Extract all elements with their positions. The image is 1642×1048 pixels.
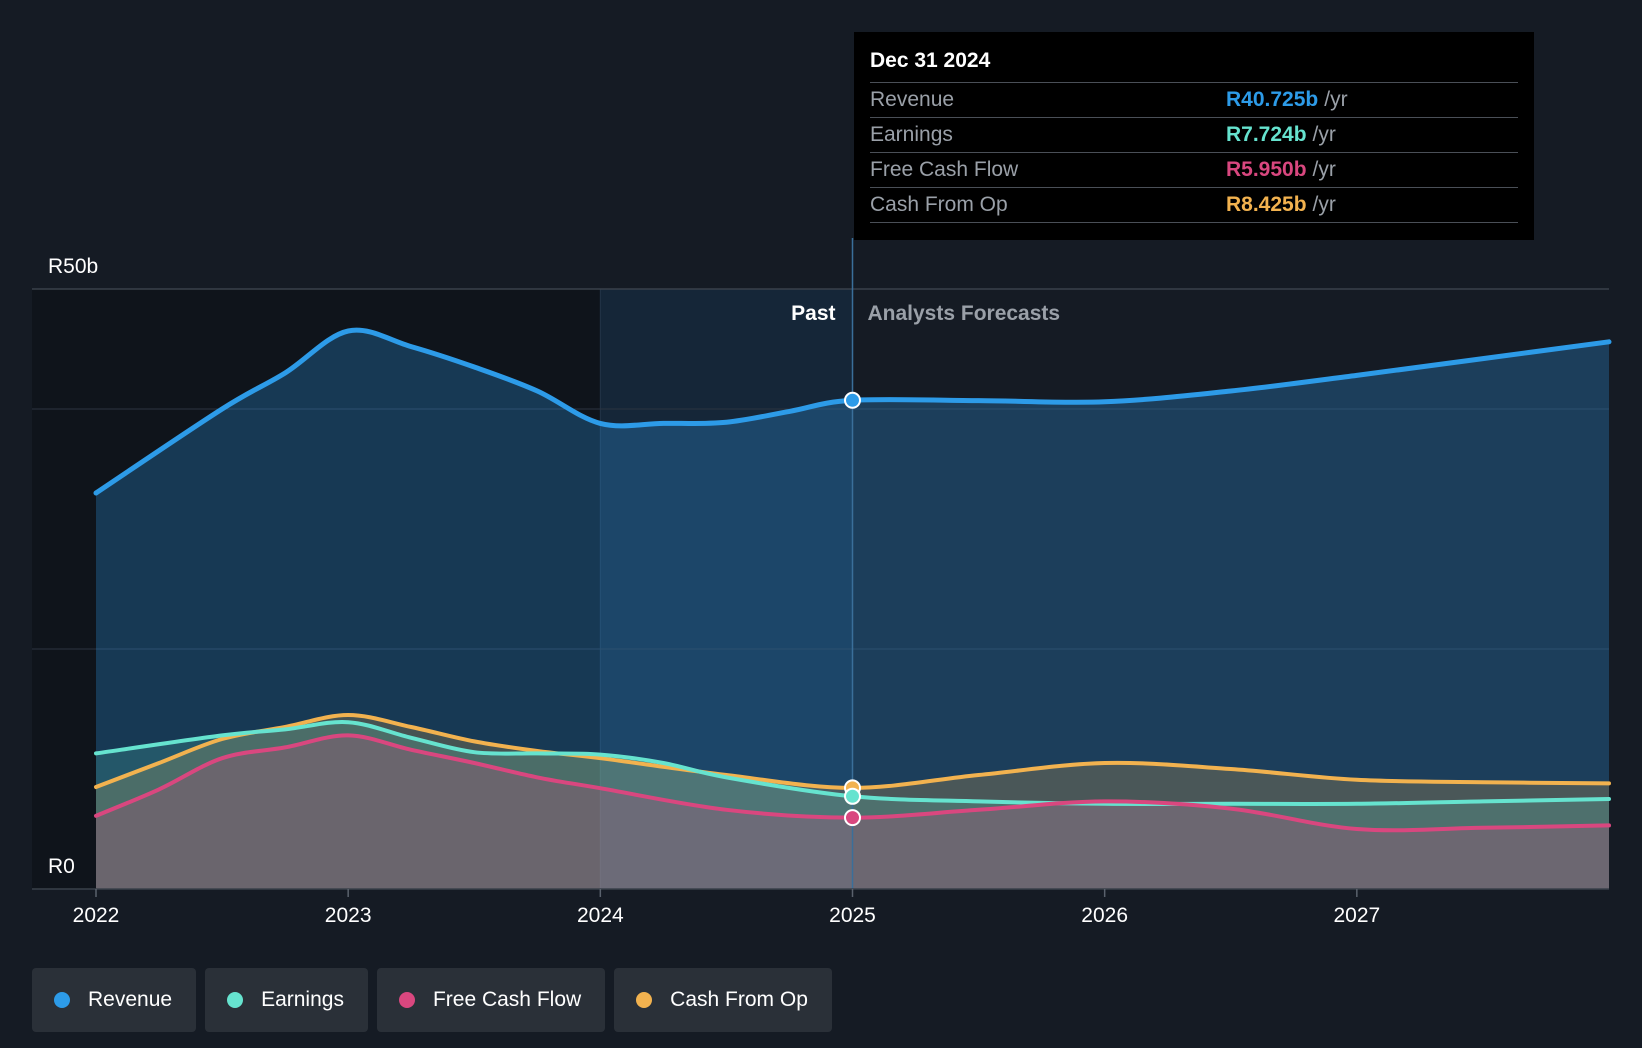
y-tick-label: R0 xyxy=(48,855,75,878)
tooltip-value: R7.724b xyxy=(1226,123,1307,146)
x-tick-label: 2022 xyxy=(73,904,120,927)
tooltip-unit: /yr xyxy=(1312,123,1336,146)
tooltip-label: Free Cash Flow xyxy=(870,158,1019,181)
legend: Revenue Earnings Free Cash Flow Cash Fro… xyxy=(32,968,832,1032)
x-tick-label: 2024 xyxy=(577,904,624,927)
series-line-cash-from-op xyxy=(94,713,1611,790)
earnings-dot-icon xyxy=(227,992,244,1008)
cash-from-op-dot-icon xyxy=(636,992,653,1008)
legend-label: Free Cash Flow xyxy=(432,988,582,1011)
tooltip-label: Revenue xyxy=(870,88,955,111)
free-cash-flow-dot-icon xyxy=(398,992,415,1008)
legend-item-earnings[interactable]: Earnings xyxy=(205,968,368,1032)
x-tick-label: 2025 xyxy=(829,904,876,927)
y-tick-label: R50b xyxy=(48,255,98,278)
x-tick-label: 2026 xyxy=(1081,904,1128,927)
legend-item-free-cash-flow[interactable]: Free Cash Flow xyxy=(376,968,606,1032)
legend-label: Revenue xyxy=(88,988,173,1011)
x-tick-label: 2027 xyxy=(1333,904,1380,927)
legend-label: Cash From Op xyxy=(670,988,808,1011)
series-line-free-cash-flow xyxy=(94,733,1611,833)
tooltip-date: Dec 31 2024 xyxy=(870,46,1518,83)
series-line-revenue xyxy=(93,327,1612,496)
x-tick-label: 2023 xyxy=(325,904,372,927)
tooltip-label: Earnings xyxy=(870,123,953,146)
tooltip-row-cash-from-op: Cash From Op R8.425b /yr xyxy=(870,188,1518,223)
tooltip-panel: Dec 31 2024 Revenue R40.725b /yr Earning… xyxy=(854,32,1534,240)
legend-item-revenue[interactable]: Revenue xyxy=(32,968,197,1032)
series-area-free-cash-flow xyxy=(96,735,1609,889)
tooltip-unit: /yr xyxy=(1312,158,1336,181)
marker-free-cash-flow xyxy=(844,809,861,827)
forecast-label: Analysts Forecasts xyxy=(868,302,1061,325)
tooltip-value: R5.950b xyxy=(1226,158,1307,181)
tooltip-row-earnings: Earnings R7.724b /yr xyxy=(870,118,1518,153)
revenue-dot-icon xyxy=(54,992,70,1008)
tooltip-label: Cash From Op xyxy=(870,193,1008,216)
legend-item-cash-from-op[interactable]: Cash From Op xyxy=(614,968,832,1032)
tooltip-row-free-cash-flow: Free Cash Flow R5.950b /yr xyxy=(870,153,1518,188)
tooltip-unit: /yr xyxy=(1324,88,1348,111)
tooltip-row-revenue: Revenue R40.725b /yr xyxy=(870,83,1518,118)
marker-earnings xyxy=(844,787,861,805)
series-line-earnings xyxy=(94,720,1611,806)
tooltip-value: R40.725b xyxy=(1226,88,1319,111)
tooltip-value: R8.425b xyxy=(1226,193,1307,216)
marker-revenue xyxy=(844,391,861,409)
highlight-band xyxy=(600,289,853,889)
legend-label: Earnings xyxy=(261,988,344,1011)
tooltip-unit: /yr xyxy=(1312,193,1336,216)
past-label: Past xyxy=(791,302,835,325)
